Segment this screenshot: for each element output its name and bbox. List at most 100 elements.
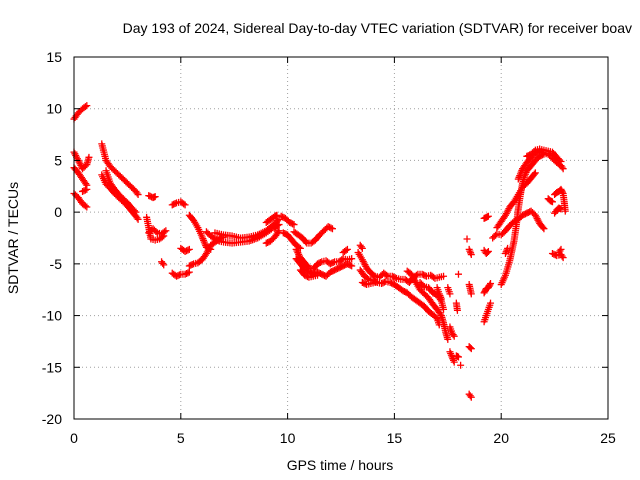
data-point bbox=[556, 156, 564, 164]
data-point bbox=[162, 227, 170, 235]
data-point bbox=[275, 227, 283, 235]
data-point bbox=[454, 353, 462, 361]
data-point bbox=[530, 147, 538, 155]
data-point bbox=[557, 245, 565, 253]
data-point bbox=[273, 211, 281, 219]
x-axis-label: GPS time / hours bbox=[287, 457, 394, 473]
data-point bbox=[453, 306, 461, 314]
x-tick-label: 5 bbox=[177, 430, 185, 446]
y-axis-label: SDTVAR / TECUs bbox=[5, 182, 21, 294]
data-point bbox=[81, 186, 89, 194]
data-point bbox=[348, 255, 356, 263]
data-point bbox=[557, 157, 565, 165]
data-point bbox=[85, 153, 93, 161]
data-point bbox=[504, 244, 512, 252]
data-point bbox=[184, 246, 192, 254]
data-point bbox=[466, 392, 474, 400]
data-point bbox=[463, 235, 471, 243]
data-point bbox=[83, 203, 91, 211]
data-point bbox=[484, 247, 492, 255]
data-point bbox=[302, 238, 310, 246]
y-tick-label: 0 bbox=[54, 204, 62, 220]
data-point bbox=[449, 331, 457, 339]
data-point bbox=[454, 270, 462, 278]
plot-frame bbox=[73, 56, 609, 420]
x-tick-label: 15 bbox=[387, 430, 403, 446]
data-point bbox=[158, 233, 166, 241]
data-point bbox=[83, 185, 91, 193]
data-point bbox=[558, 163, 566, 171]
x-tick-label: 0 bbox=[70, 430, 78, 446]
data-point bbox=[343, 245, 351, 253]
x-tick-label: 10 bbox=[280, 430, 296, 446]
y-tick-label: 5 bbox=[54, 152, 62, 168]
data-point bbox=[540, 225, 548, 233]
data-point bbox=[467, 249, 475, 257]
data-point bbox=[486, 281, 494, 289]
data-point bbox=[188, 261, 196, 269]
data-point bbox=[358, 244, 366, 252]
data-point bbox=[134, 191, 142, 199]
data-point bbox=[214, 236, 222, 244]
data-point bbox=[444, 335, 452, 343]
data-point bbox=[348, 262, 356, 270]
data-point bbox=[487, 299, 495, 307]
data-point bbox=[363, 274, 371, 282]
y-tick-label: 10 bbox=[46, 101, 62, 117]
data-point bbox=[467, 393, 475, 401]
data-point bbox=[419, 281, 427, 289]
data-point bbox=[346, 261, 354, 269]
x-tick-label: 20 bbox=[493, 430, 509, 446]
data-point bbox=[160, 228, 168, 236]
data-point bbox=[446, 290, 454, 298]
data-point bbox=[558, 252, 566, 260]
data-point bbox=[82, 180, 90, 188]
data-point bbox=[391, 274, 399, 282]
axis-ticks: 0 5 10 15 20 25 -20 -15 -10 -5 0 5 10 15 bbox=[42, 49, 616, 446]
data-point bbox=[440, 272, 448, 280]
grid-lines bbox=[74, 57, 608, 419]
data-point bbox=[160, 261, 168, 269]
chart-title: Day 193 of 2024, Sidereal Day-to-day VTE… bbox=[123, 20, 632, 36]
data-point bbox=[467, 290, 475, 298]
data-point bbox=[484, 212, 492, 220]
data-point bbox=[561, 207, 569, 215]
data-point bbox=[316, 258, 324, 266]
data-point bbox=[329, 258, 337, 266]
y-tick-label: -20 bbox=[42, 411, 62, 427]
data-point bbox=[557, 205, 565, 213]
data-point bbox=[180, 200, 188, 208]
data-point bbox=[466, 344, 474, 352]
data-point bbox=[274, 217, 282, 225]
data-point bbox=[437, 295, 445, 303]
data-point bbox=[134, 215, 142, 223]
data-point bbox=[83, 102, 91, 110]
data-point bbox=[450, 332, 458, 340]
data-point bbox=[133, 214, 141, 222]
data-point bbox=[81, 202, 89, 210]
data-point bbox=[467, 345, 475, 353]
data-point bbox=[290, 221, 298, 229]
data-point bbox=[328, 225, 336, 233]
data-point bbox=[131, 207, 139, 215]
data-point bbox=[181, 201, 189, 209]
y-tick-label: -10 bbox=[42, 308, 62, 324]
y-tick-label: -15 bbox=[42, 359, 62, 375]
x-tick-label: 25 bbox=[600, 430, 616, 446]
data-point bbox=[559, 254, 567, 262]
data-point bbox=[559, 165, 567, 173]
data-point bbox=[483, 248, 491, 256]
data-point bbox=[185, 245, 193, 253]
data-point bbox=[530, 170, 538, 178]
data-points bbox=[70, 102, 569, 401]
data-point bbox=[357, 243, 365, 251]
data-point bbox=[467, 251, 475, 259]
data-point bbox=[548, 198, 556, 206]
data-point bbox=[289, 220, 297, 228]
data-point bbox=[383, 271, 391, 279]
data-point bbox=[185, 268, 193, 276]
data-point bbox=[450, 358, 458, 366]
data-point bbox=[436, 310, 444, 318]
data-point bbox=[314, 271, 322, 279]
